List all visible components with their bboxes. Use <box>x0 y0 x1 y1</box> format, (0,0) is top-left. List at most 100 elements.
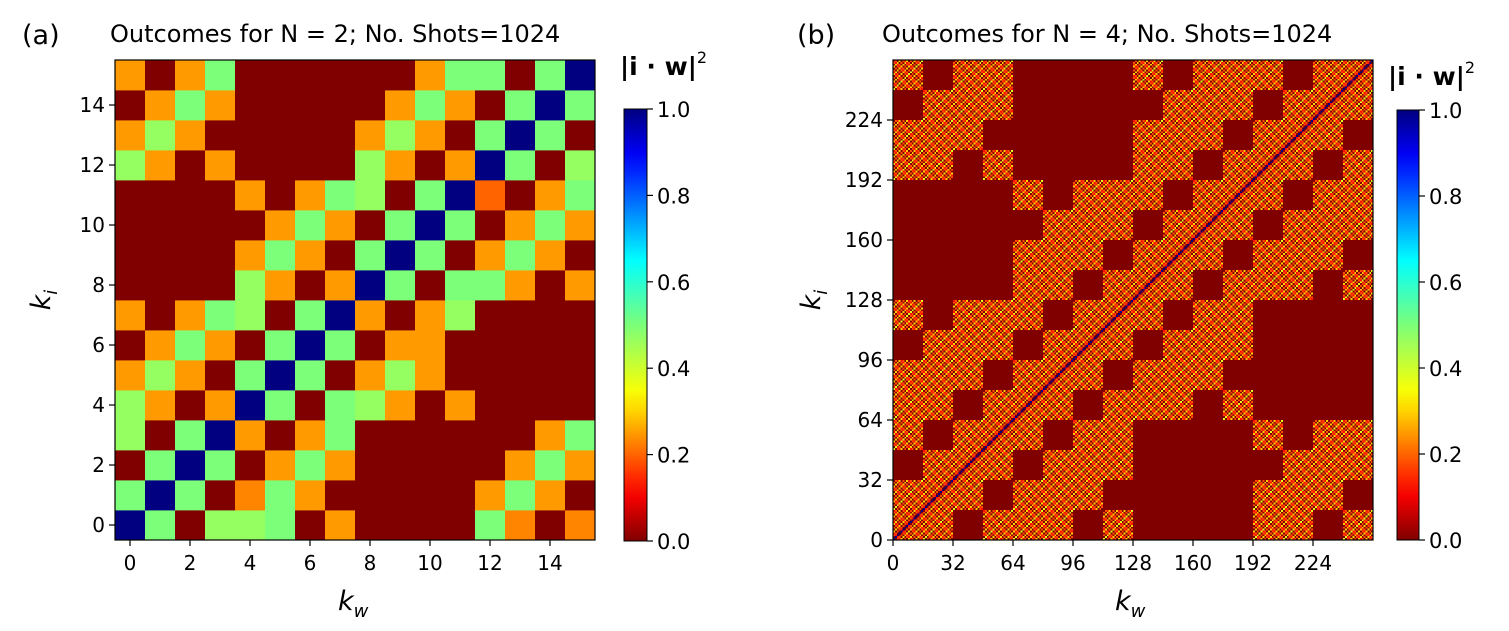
heatmap-cell <box>295 120 326 151</box>
x-tick-label: 14 <box>537 551 562 575</box>
heatmap-cell <box>415 60 446 91</box>
heatmap-cell <box>295 240 326 271</box>
heatmap-cell <box>235 120 266 151</box>
heatmap-cell <box>205 120 236 151</box>
heatmap-cell <box>535 180 566 211</box>
heatmap-cell <box>565 360 596 391</box>
heatmap-cell <box>205 180 236 211</box>
x-tick-label: 160 <box>1174 551 1212 575</box>
heatmap-cell <box>295 510 326 541</box>
heatmap-cell <box>505 120 536 151</box>
colorbar-gradient <box>1396 109 1420 541</box>
heatmap-cell <box>535 120 566 151</box>
heatmap-cell <box>145 60 176 91</box>
y-tick-label: 12 <box>80 153 105 177</box>
colorbar-tick-label: 0.2 <box>657 444 690 468</box>
heatmap-cell <box>115 180 146 211</box>
heatmap-cell <box>115 150 146 181</box>
heatmap-cell <box>235 360 266 391</box>
x-tick-label: 192 <box>1234 551 1272 575</box>
heatmap-cell <box>295 150 326 181</box>
heatmap-cell <box>535 150 566 181</box>
heatmap-cell <box>475 60 506 91</box>
heatmap-cell <box>385 390 416 421</box>
x-tick-label: 96 <box>1060 551 1085 575</box>
heatmap-cell <box>235 330 266 361</box>
heatmap-cell <box>565 480 596 511</box>
heatmap-cell <box>445 60 476 91</box>
heatmap-cell <box>265 360 296 391</box>
heatmap-cell <box>115 90 146 121</box>
heatmap-cell <box>445 210 476 241</box>
colorbar-tick-label: 0.4 <box>1429 357 1462 381</box>
y-tick-label: 2 <box>92 453 105 477</box>
x-tick-label: 6 <box>304 551 317 575</box>
heatmap-cell <box>235 450 266 481</box>
heatmap-cell <box>535 330 566 361</box>
heatmap-cell <box>385 270 416 301</box>
heatmap-cell <box>445 450 476 481</box>
panel-b: (b) Outcomes for N = 4; No. Shots=1024 0… <box>796 20 1475 622</box>
heatmap-cell <box>175 450 206 481</box>
x-tick-label: 128 <box>1114 551 1152 575</box>
heatmap-cell <box>475 150 506 181</box>
heatmap-cell <box>235 390 266 421</box>
heatmap-cell <box>115 210 146 241</box>
y-tick-label: 192 <box>845 168 883 192</box>
heatmap-cell <box>475 300 506 331</box>
heatmap-cell <box>565 90 596 121</box>
heatmap-cell <box>115 450 146 481</box>
heatmap-cell <box>385 240 416 271</box>
x-tick-label: 2 <box>184 551 197 575</box>
heatmap-cell <box>475 210 506 241</box>
heatmap-cell <box>415 360 446 391</box>
heatmap-cell <box>415 150 446 181</box>
heatmap-cell <box>385 330 416 361</box>
heatmap-cell <box>385 480 416 511</box>
heatmap-cell <box>115 330 146 361</box>
heatmap-cell <box>235 150 266 181</box>
heatmap-cell <box>205 90 236 121</box>
heatmap-cell <box>445 150 476 181</box>
y-tick-label: 8 <box>92 273 105 297</box>
heatmap-cell <box>205 510 236 541</box>
heatmap-cell <box>265 450 296 481</box>
heatmap-cell <box>355 180 386 211</box>
heatmap-cell <box>265 300 296 331</box>
y-tick-label: 0 <box>870 528 883 552</box>
heatmap-cell <box>535 270 566 301</box>
colorbar-tick-label: 1.0 <box>657 98 690 122</box>
heatmap-cell <box>475 270 506 301</box>
heatmap-cell <box>505 240 536 271</box>
heatmap-cell <box>415 510 446 541</box>
heatmap-cell <box>385 180 416 211</box>
heatmap-cell <box>505 510 536 541</box>
heatmap-cell <box>445 360 476 391</box>
panel-a-y-ticks: 0 2 4 6 8 10 12 14 <box>80 93 115 537</box>
heatmap-cell <box>445 330 476 361</box>
heatmap-cell <box>145 450 176 481</box>
heatmap-cell <box>355 330 386 361</box>
heatmap-cell <box>295 210 326 241</box>
heatmap-cell <box>565 450 596 481</box>
heatmap-cell <box>235 420 266 451</box>
heatmap-cell <box>205 240 236 271</box>
heatmap-cell <box>145 360 176 391</box>
heatmap-cell <box>175 150 206 181</box>
heatmap-cell <box>265 90 296 121</box>
heatmap-cell <box>445 240 476 271</box>
heatmap-cell <box>415 240 446 271</box>
heatmap-cell <box>475 480 506 511</box>
heatmap-cell <box>325 120 356 151</box>
panel-a: (a) Outcomes for N = 2; No. Shots=1024 0… <box>22 20 707 622</box>
heatmap-cell <box>385 300 416 331</box>
heatmap-cell <box>565 60 596 91</box>
heatmap-cell <box>355 60 386 91</box>
heatmap-cell <box>205 270 236 301</box>
heatmap-cell <box>505 210 536 241</box>
heatmap-cell <box>355 90 386 121</box>
heatmap-cell <box>205 330 236 361</box>
heatmap-cell <box>325 150 356 181</box>
heatmap-cell <box>325 210 356 241</box>
colorbar-tick-label: 0.0 <box>657 530 690 554</box>
